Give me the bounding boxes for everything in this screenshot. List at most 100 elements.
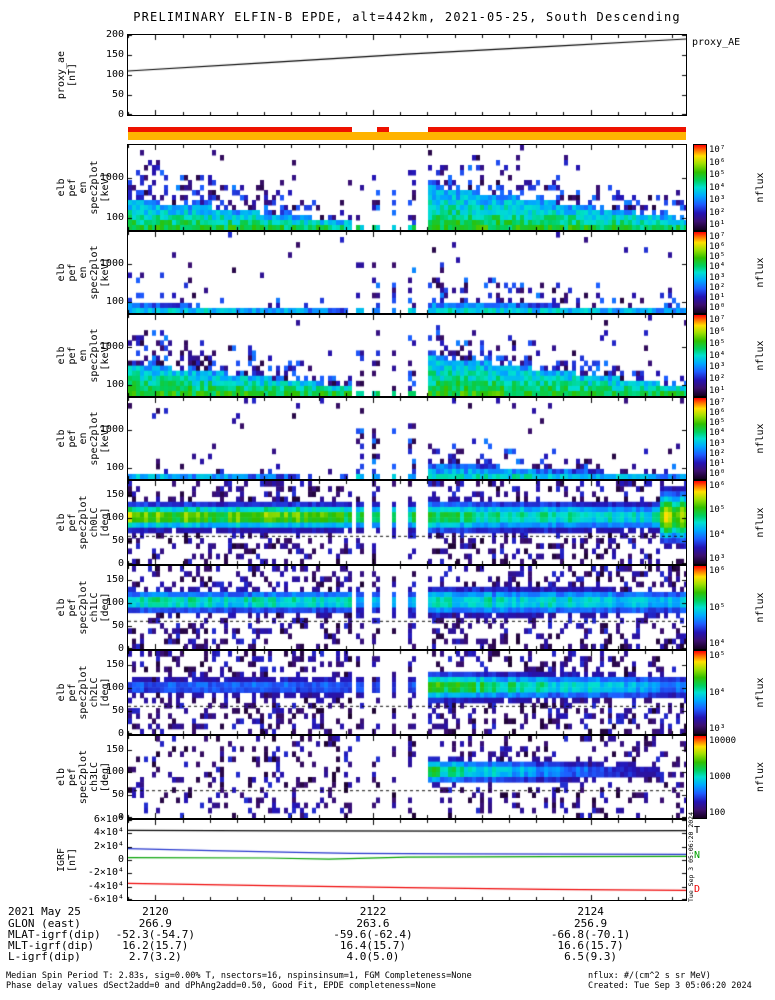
status-strip-red-segment	[377, 127, 390, 132]
colorbar-tick-label: 10⁵	[709, 338, 726, 349]
colorbar-tick-label: 10⁴	[709, 529, 726, 540]
colorbar-tick-label: 10⁴	[709, 687, 726, 698]
status-strip-red-segment	[128, 127, 352, 132]
colorbar-tick-label: 10⁶	[709, 242, 726, 253]
panel-en_spec_4	[127, 397, 687, 480]
colorbar-tick-label: 10³	[709, 195, 726, 205]
colorbar-tick-label: 100	[709, 808, 726, 818]
colorbar-tick-label: 10²	[709, 282, 726, 293]
annotation-row-label: L-igrf(dip)	[8, 950, 81, 963]
colorbar-tick-label: 10⁴	[709, 350, 726, 361]
annotation-value: -66.8(-70.1)	[550, 928, 631, 941]
ytick-label-proxy_ae: 50	[111, 89, 124, 100]
colorbar-tick-label: 10⁴	[709, 182, 726, 193]
ytick-label-proxy_ae: 0	[117, 109, 124, 120]
ytick-label-igrf: 4×10⁴	[93, 827, 124, 839]
annotation-value: 2.7(3.2)	[128, 950, 182, 963]
annotation-value: 256.9	[574, 917, 608, 930]
colorbar-tick-label: 10³	[709, 724, 726, 734]
heatmap-canvas-en_spec_4	[128, 398, 686, 479]
annotation-value: 6.5(9.3)	[564, 950, 618, 963]
annotation-value: 16.4(15.7)	[339, 939, 407, 952]
line-canvas-igrf	[128, 820, 686, 900]
ytick-label-igrf: -2×10⁴	[87, 867, 124, 879]
heatmap-canvas-pa_ch1lc	[128, 566, 686, 649]
colorbar-tick-label: 10⁰	[709, 469, 726, 479]
ytick-label-pa_ch1lc: 50	[111, 619, 124, 631]
colorbar-tick-label: 10⁵	[709, 170, 726, 180]
ytick-label-proxy_ae: 150	[105, 49, 124, 60]
colorbar-tick-label: 10⁷	[709, 398, 726, 408]
time-tick-label: 2120	[142, 905, 169, 918]
panel-en_spec_3	[127, 314, 687, 397]
colorbar-tick-label: 10⁶	[709, 566, 726, 576]
annotation-row-label: MLAT-igrf(dip)	[8, 928, 101, 941]
footer-phase-delay: Phase delay values dSect2add=0 and dPhAn…	[6, 981, 436, 991]
colorbar-tick-label: 10³	[709, 272, 726, 283]
annotation-row-label: MLT-igrf(dip)	[8, 939, 95, 952]
ytick-label-en_spec_3: 1000	[99, 340, 124, 352]
ytick-label-igrf: 2×10⁴	[93, 840, 124, 852]
colorbar-tick-label: 10⁴	[709, 639, 726, 649]
annotation-value: 263.6	[356, 917, 390, 930]
annotation-value: 16.6(15.7)	[557, 939, 624, 952]
colorbar-pa_ch1lc	[693, 565, 707, 650]
ytick-label-pa_ch2lc: 50	[111, 704, 124, 716]
colorbar-tick-label: 10⁵	[709, 505, 726, 516]
ytick-label-pa_ch2lc: 150	[105, 658, 124, 670]
colorbar-tick-label: 10⁵	[709, 252, 726, 263]
ytick-label-igrf: 6×10⁴	[93, 814, 124, 825]
colorbar-en_spec_4	[693, 397, 707, 480]
ytick-label-proxy_ae: 200	[105, 29, 124, 40]
date-label: 2021 May 25	[8, 905, 81, 918]
colorbar-tick-label: 10³	[709, 438, 726, 449]
colorbar-tick-label: 10⁶	[709, 157, 726, 168]
colorbar-tick-label: 10³	[709, 554, 726, 564]
ytick-label-igrf: -4×10⁴	[87, 880, 124, 892]
ytick-label-pa_ch1lc: 0	[117, 643, 124, 654]
ytick-label-igrf: 0	[117, 854, 124, 865]
time-tick-label: 2124	[577, 905, 604, 918]
annotation-value: -52.3(-54.7)	[115, 928, 196, 941]
colorbar-tick-label: 10⁵	[709, 602, 726, 613]
colorbar-tick-label: 10⁷	[709, 315, 726, 325]
panel-pa_ch0lc	[127, 480, 687, 565]
annotation-value: 16.2(15.7)	[122, 939, 189, 952]
colorbar-tick-label: 10⁷	[709, 145, 726, 155]
annotation-value: 266.9	[138, 917, 172, 930]
right-label-proxy_ae: proxy_AE	[692, 37, 741, 48]
annotation-value: -59.6(-62.4)	[333, 928, 413, 941]
ytick-label-pa_ch3lc: 150	[105, 743, 124, 755]
heatmap-canvas-en_spec_3	[128, 315, 686, 396]
footer-nflux-units: nflux: #/(cm^2 s sr MeV)	[588, 971, 711, 981]
annotation-row-label: GLON (east)	[8, 917, 81, 930]
colorbar-tick-label: 10⁰	[709, 303, 726, 313]
ytick-label-pa_ch0lc: 100	[105, 511, 124, 523]
ytick-label-pa_ch0lc: 0	[117, 558, 124, 569]
ytick-label-en_spec_4: 100	[105, 461, 124, 473]
colorbar-tick-label: 10²	[709, 207, 726, 218]
colorbar-tick-label: 10⁷	[709, 232, 726, 242]
time-tick-label: 2122	[359, 905, 387, 918]
heatmap-canvas-en_spec_1	[128, 145, 686, 230]
colorbar-pa_ch3lc	[693, 735, 707, 819]
colorbar-tick-label: 10⁵	[709, 418, 726, 429]
ytick-label-proxy_ae: 100	[105, 69, 124, 80]
footer-median-spin: Median Spin Period T: 2.83s, sig=0.00% T…	[6, 971, 472, 981]
colorbar-tick-label: 10¹	[709, 458, 726, 469]
colorbar-tick-label: 10⁶	[709, 408, 726, 419]
series-label-N: N	[694, 850, 701, 862]
colorbar-tick-label: 10⁶	[709, 481, 726, 491]
colorbar-tick-label: 10⁴	[709, 262, 726, 273]
colorbar-en_spec_1	[693, 144, 707, 231]
panel-pa_ch3lc	[127, 735, 687, 819]
colorbar-en_spec_2	[693, 231, 707, 314]
status-strip-red-segment	[427, 127, 686, 132]
colorbar-pa_ch2lc	[693, 650, 707, 735]
panel-proxy_ae	[127, 34, 687, 116]
colorbar-tick-label: 10⁴	[709, 428, 726, 439]
heatmap-canvas-pa_ch2lc	[128, 651, 686, 734]
